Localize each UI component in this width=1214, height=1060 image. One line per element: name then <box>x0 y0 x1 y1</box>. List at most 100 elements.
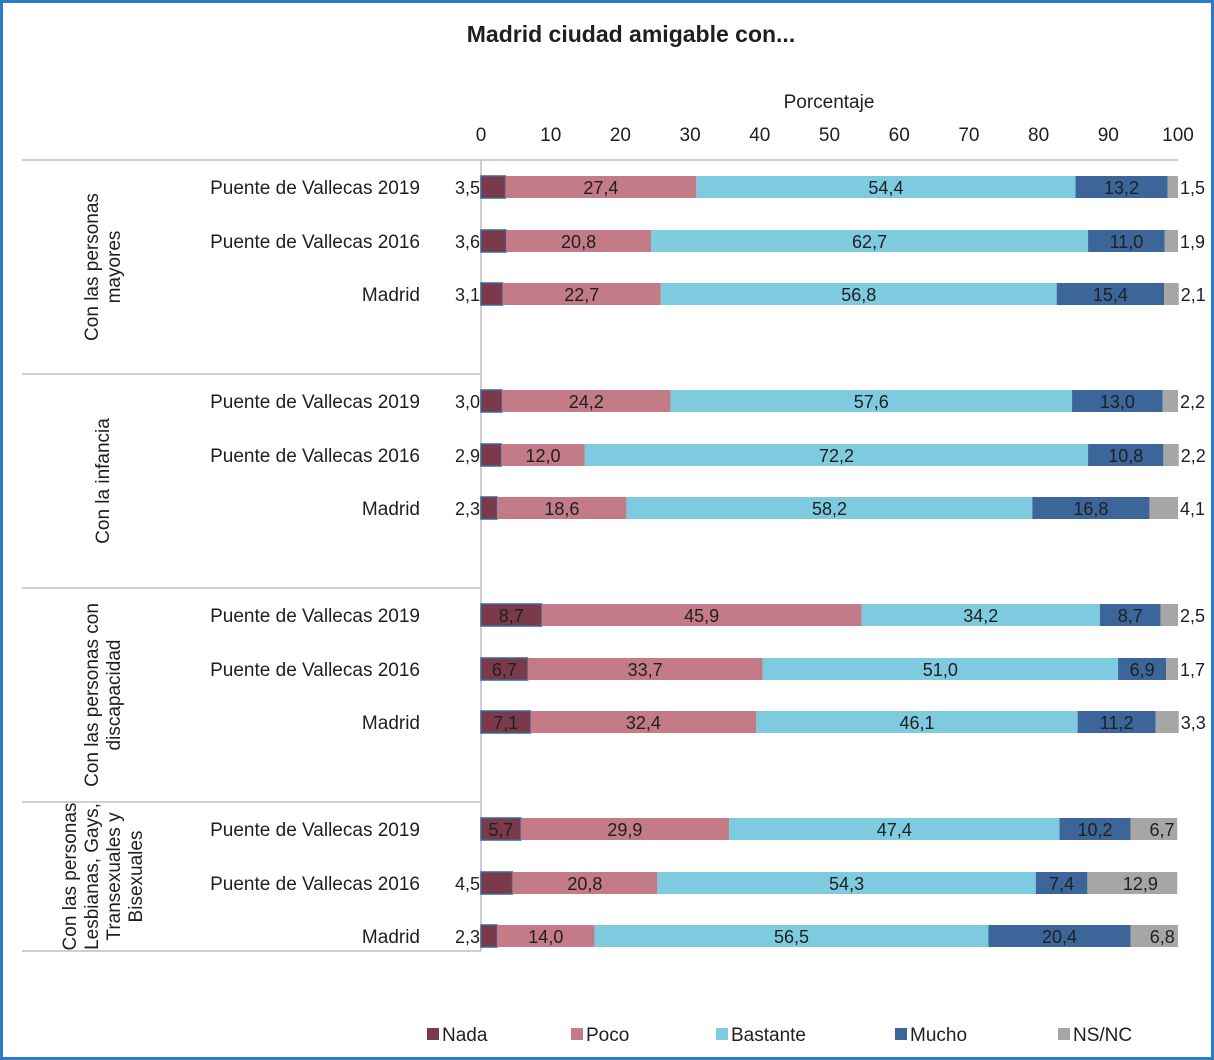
bar-segment-mucho <box>1056 283 1165 305</box>
bar-segment-nada <box>480 389 503 413</box>
data-label: 12,0 <box>526 446 561 466</box>
legend-swatch <box>571 1028 583 1040</box>
legend-swatch <box>716 1028 728 1040</box>
data-label: 45,9 <box>684 606 719 626</box>
bar-segment-nsnc <box>1163 444 1179 466</box>
data-label: 20,8 <box>567 874 602 894</box>
data-label: 32,4 <box>626 713 661 733</box>
legend-label: Bastante <box>731 1025 806 1046</box>
bar-segment-nsnc <box>1130 818 1178 840</box>
bar-segment-poco <box>530 711 757 733</box>
data-label: 15,4 <box>1093 285 1128 305</box>
bar-segment-mucho <box>1072 390 1163 412</box>
bar-segment-nsnc <box>1164 283 1179 305</box>
row-label: Puente de Vallecas 2019 <box>210 606 420 627</box>
group-label-line: Con las personas <box>82 193 103 341</box>
data-label: 54,3 <box>829 874 864 894</box>
bar-segment-bastante <box>594 925 989 947</box>
x-axis-label: Porcentaje <box>784 92 875 113</box>
bar-segment-nsnc <box>1160 604 1178 626</box>
legend-swatch <box>1058 1028 1070 1040</box>
row-label: Madrid <box>362 927 420 948</box>
bar-segment-mucho <box>1059 818 1131 840</box>
data-label: 4,5 <box>455 874 480 894</box>
x-tick-label: 0 <box>476 125 487 146</box>
data-label: 7,4 <box>1049 874 1074 894</box>
data-label: 57,6 <box>854 392 889 412</box>
x-tick-label: 50 <box>819 125 840 146</box>
data-label: 14,0 <box>528 927 563 947</box>
x-axis-ticks: 0 10 20 30 40 50 60 70 80 90 100 <box>476 125 1194 146</box>
x-tick-label: 30 <box>680 125 701 146</box>
x-tick-label: 80 <box>1028 125 1049 146</box>
data-label: 13,0 <box>1100 392 1135 412</box>
data-label: 2,3 <box>455 927 480 947</box>
bar-segment-nada <box>480 443 502 467</box>
bar-segment-poco <box>497 497 627 519</box>
data-label: 3,3 <box>1181 713 1206 733</box>
data-label: 54,4 <box>868 178 903 198</box>
data-label: 1,7 <box>1180 660 1205 680</box>
group-label-line: Con la infancia <box>93 418 114 544</box>
bar-segment-poco <box>520 818 730 840</box>
bar-segment-poco <box>505 176 697 198</box>
data-label: 20,4 <box>1042 927 1077 947</box>
data-label: 11,2 <box>1100 713 1134 733</box>
row-label: Puente de Vallecas 2019 <box>210 820 420 841</box>
data-label: 20,8 <box>561 232 596 252</box>
data-label: 3,1 <box>455 285 480 305</box>
bar-segment-bastante <box>651 230 1089 252</box>
bar-segment-poco <box>497 925 595 947</box>
data-label: 13,2 <box>1104 178 1139 198</box>
legend-label: NS/NC <box>1073 1025 1132 1046</box>
data-label: 46,1 <box>899 713 934 733</box>
x-tick-label: 100 <box>1162 125 1194 146</box>
group-label-line: discapacidad <box>104 640 125 751</box>
bar-segment-nada <box>480 175 507 199</box>
bar-segment-bastante <box>584 444 1089 466</box>
data-label: 58,2 <box>812 499 847 519</box>
bar-segment-nsnc <box>1155 711 1179 733</box>
group-label-line: mayores <box>104 231 125 304</box>
group-label-line: Bisexuales <box>126 831 147 923</box>
bar-segment-nsnc <box>1167 176 1178 198</box>
data-label: 2,9 <box>455 446 480 466</box>
chart-title: Madrid ciudad amigable con... <box>467 21 795 47</box>
bar-segment-bastante <box>696 176 1076 198</box>
legend: Nada Poco Bastante Mucho NS/NC <box>427 1025 1132 1046</box>
bar-segment-mucho <box>1075 176 1168 198</box>
data-label: 2,2 <box>1180 392 1205 412</box>
group-label-line: Con las personas con <box>82 603 103 787</box>
legend-swatch <box>895 1028 907 1040</box>
legend-label: Mucho <box>910 1025 967 1046</box>
bar-segment-mucho <box>1088 230 1165 252</box>
data-label: 10,2 <box>1078 820 1113 840</box>
bar-segment-mucho <box>1088 444 1164 466</box>
bar-segment-nsnc <box>1087 872 1178 894</box>
data-label: 34,2 <box>963 606 998 626</box>
data-label: 29,9 <box>607 820 642 840</box>
data-label: 4,1 <box>1180 499 1205 519</box>
group-label-line: Lesbianas, Gays, <box>82 803 103 950</box>
row-label: Puente de Vallecas 2016 <box>210 660 420 681</box>
group-label-line: Con las personas <box>60 803 81 951</box>
bar-segment-nsnc <box>1164 230 1178 252</box>
data-label: 12,9 <box>1123 874 1158 894</box>
data-label: 72,2 <box>819 446 854 466</box>
x-tick-label: 10 <box>540 125 561 146</box>
bar-segment-bastante <box>626 497 1033 519</box>
bar-segment-poco <box>541 604 862 626</box>
bar-segment-bastante <box>660 283 1057 305</box>
data-label: 3,0 <box>455 392 480 412</box>
bar-segment-mucho <box>988 925 1131 947</box>
x-tick-label: 20 <box>610 125 631 146</box>
data-label: 1,9 <box>1180 232 1205 252</box>
data-label: 6,7 <box>1149 820 1174 840</box>
bar-segment-mucho <box>1032 497 1150 519</box>
bar-segment-nada <box>480 496 498 520</box>
bar-segment-mucho <box>1099 604 1161 626</box>
bar-segment-poco <box>512 872 658 894</box>
